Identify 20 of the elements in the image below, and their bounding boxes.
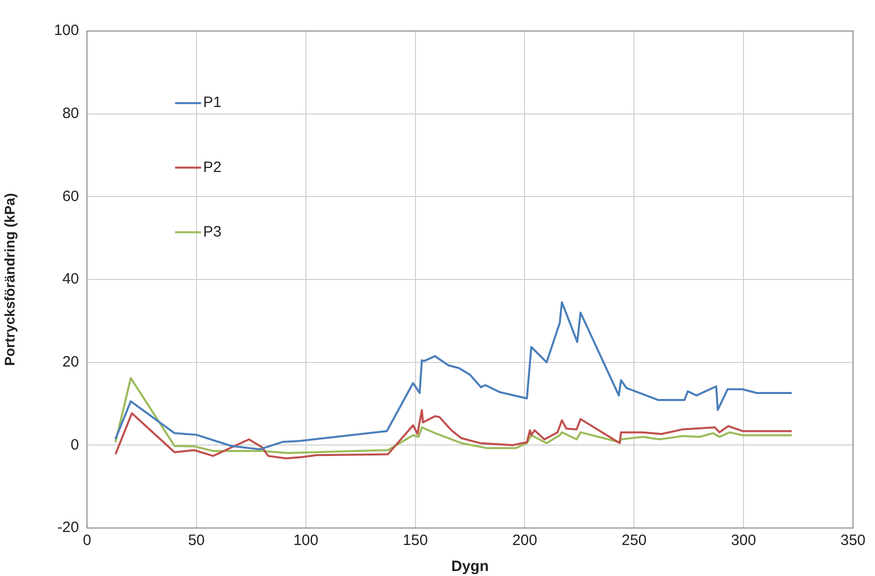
y-axis-title: Portrycksförändring (kPa) (1, 193, 18, 366)
y-tick-label: -20 (57, 519, 79, 536)
x-axis-title: Dygn (451, 558, 489, 576)
x-tick-label: 100 (293, 532, 318, 550)
x-tick-label: 150 (402, 532, 428, 550)
y-tick-label: 20 (62, 353, 79, 370)
y-tick-label: 80 (62, 104, 79, 122)
y-tick-label: 60 (62, 188, 79, 205)
legend-label: P2 (203, 158, 222, 176)
x-tick-label: 0 (82, 532, 92, 550)
x-tick-label: 50 (188, 532, 205, 550)
y-tick-label: 100 (54, 22, 79, 40)
x-tick-label: 300 (731, 532, 756, 550)
legend-label: P3 (203, 223, 222, 240)
x-tick-label: 350 (840, 532, 866, 550)
x-tick-label: 200 (512, 532, 538, 550)
x-tick-label: 250 (622, 532, 647, 550)
y-tick-label: 0 (70, 436, 79, 454)
y-tick-label: 40 (62, 270, 79, 288)
legend-label: P1 (203, 94, 222, 112)
